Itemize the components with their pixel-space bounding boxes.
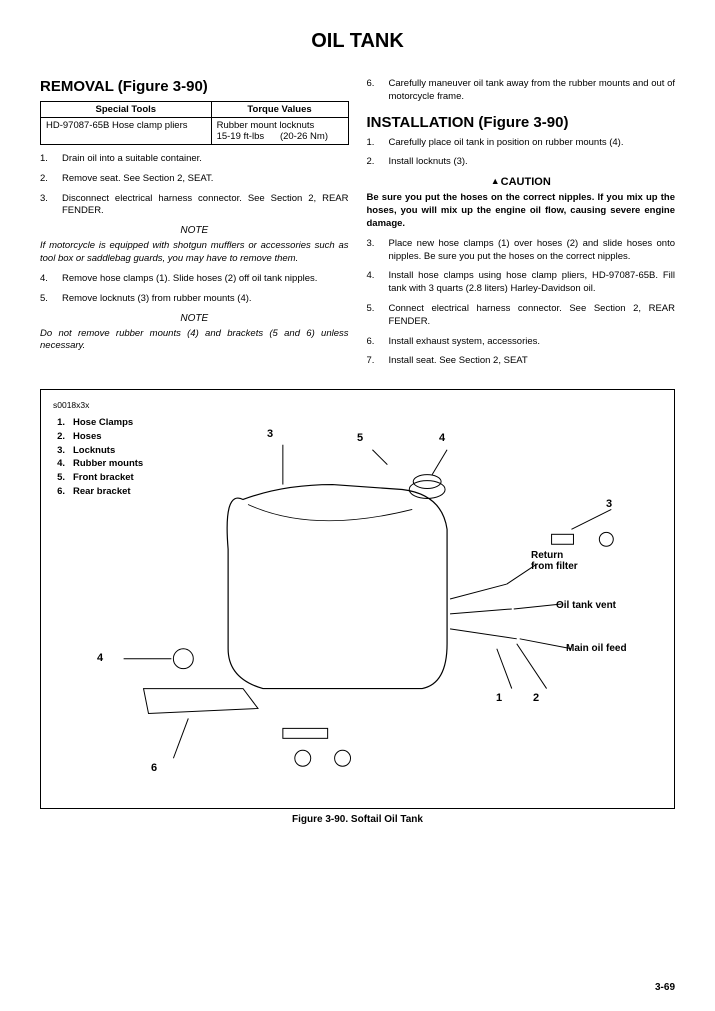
tools-cell-torque: Rubber mount locknuts 15-19 ft-lbs (20-2… <box>211 118 348 145</box>
callout-3: 3 <box>267 428 273 440</box>
tools-th-1: Special Tools <box>41 102 212 118</box>
note-text: Do not remove rubber mounts (4) and brac… <box>40 328 349 354</box>
right-column: Carefully maneuver oil tank away from th… <box>367 78 676 375</box>
annot-feed: Main oil feed <box>566 643 627 654</box>
annot-vent: Oil tank vent <box>556 600 616 611</box>
caution-label: CAUTION <box>367 176 676 188</box>
diagram-svg <box>41 390 674 808</box>
step: Install exhaust system, accessories. <box>367 336 676 349</box>
removal-steps-a: Drain oil into a suitable container. Rem… <box>40 153 349 218</box>
caution-text: Be sure you put the hoses on the correct… <box>367 192 676 230</box>
step: Install locknuts (3). <box>367 156 676 169</box>
callout-3: 3 <box>606 498 612 510</box>
step: Install hose clamps using hose clamp pli… <box>367 270 676 296</box>
step: Carefully maneuver oil tank away from th… <box>367 78 676 104</box>
torque-metric: (20-26 Nm) <box>280 131 328 142</box>
tools-cell-tool: HD-97087-65B Hose clamp pliers <box>41 118 212 145</box>
removal-step-6: Carefully maneuver oil tank away from th… <box>367 78 676 104</box>
step: Connect electrical harness connector. Se… <box>367 303 676 329</box>
note-label: NOTE <box>40 225 349 236</box>
torque-value: 15-19 ft-lbs <box>217 131 265 142</box>
figure-caption: Figure 3-90. Softail Oil Tank <box>40 814 675 825</box>
step: Remove locknuts (3) from rubber mounts (… <box>40 293 349 306</box>
step: Install seat. See Section 2, SEAT <box>367 355 676 368</box>
tools-th-2: Torque Values <box>211 102 348 118</box>
removal-steps-b: Remove hose clamps (1). Slide hoses (2) … <box>40 273 349 306</box>
callout-2: 2 <box>533 692 539 704</box>
left-column: REMOVAL (Figure 3-90) Special Tools Torq… <box>40 78 349 375</box>
step: Carefully place oil tank in position on … <box>367 137 676 150</box>
note-label: NOTE <box>40 313 349 324</box>
annot-return: Return from filter <box>531 550 578 572</box>
step: Remove hose clamps (1). Slide hoses (2) … <box>40 273 349 286</box>
page-number: 3-69 <box>655 982 675 993</box>
removal-heading: REMOVAL (Figure 3-90) <box>40 78 349 95</box>
install-steps-b: Place new hose clamps (1) over hoses (2)… <box>367 238 676 369</box>
installation-heading: INSTALLATION (Figure 3-90) <box>367 114 676 131</box>
page-title: OIL TANK <box>40 30 675 53</box>
step: Drain oil into a suitable container. <box>40 153 349 166</box>
figure-box: s0018x3x 1.Hose Clamps 2.Hoses 3.Locknut… <box>40 389 675 809</box>
step: Disconnect electrical harness connector.… <box>40 193 349 219</box>
callout-6: 6 <box>151 762 157 774</box>
content-columns: REMOVAL (Figure 3-90) Special Tools Torq… <box>40 78 675 375</box>
tools-table: Special Tools Torque Values HD-97087-65B… <box>40 101 349 145</box>
callout-5: 5 <box>357 432 363 444</box>
step: Remove seat. See Section 2, SEAT. <box>40 173 349 186</box>
callout-1: 1 <box>496 692 502 704</box>
note-text: If motorcycle is equipped with shotgun m… <box>40 240 349 266</box>
diagram: 3 5 4 3 4 6 1 2 Return from filter Oil t… <box>41 390 674 808</box>
install-steps-a: Carefully place oil tank in position on … <box>367 137 676 170</box>
callout-4: 4 <box>97 652 103 664</box>
callout-4: 4 <box>439 432 445 444</box>
step: Place new hose clamps (1) over hoses (2)… <box>367 238 676 264</box>
torque-label: Rubber mount locknuts <box>217 120 315 131</box>
